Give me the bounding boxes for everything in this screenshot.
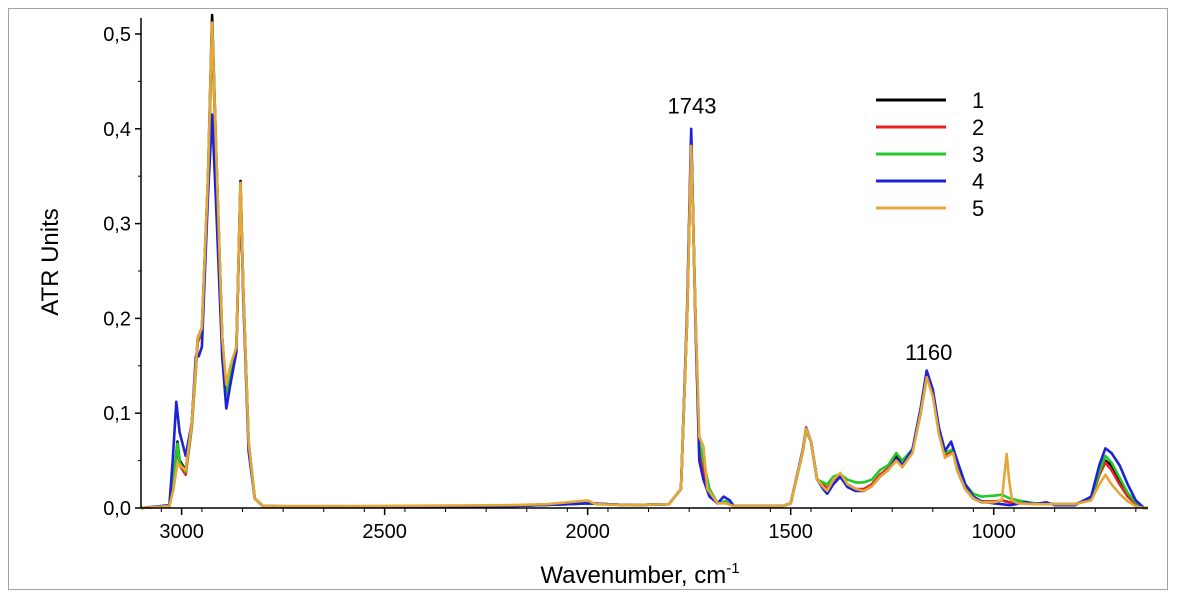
- legend-label-1: 1: [972, 88, 984, 113]
- series-line-4: [140, 113, 1148, 510]
- peak-label: 1160: [905, 340, 952, 365]
- axes: [140, 18, 1148, 509]
- x-axis-title-text: Wavenumber, cm: [540, 562, 726, 589]
- y-tick-label: 0,0: [103, 498, 131, 520]
- x-axis-title: Wavenumber, cm-1: [540, 560, 739, 589]
- series-line-2: [140, 32, 1148, 510]
- x-tick-label: 2500: [362, 521, 407, 543]
- x-axis-title-superscript: -1: [726, 560, 739, 577]
- legend-label-2: 2: [972, 115, 984, 140]
- legend-label-4: 4: [972, 169, 984, 194]
- y-tick-label: 0,3: [103, 214, 131, 236]
- legend-label-3: 3: [972, 142, 984, 167]
- y-tick-label: 0,4: [103, 119, 131, 141]
- tick-labels: 3000 2500 2000 1500 1000 0,0 0,1 0,2 0,3 0,4 0,5: [103, 24, 1016, 543]
- y-tick-label: 0,2: [103, 308, 131, 330]
- y-axis-title: ATR Units: [37, 208, 64, 316]
- series-line-3: [140, 23, 1148, 510]
- x-tick-label: 1500: [768, 521, 813, 543]
- series-line-5: [140, 21, 1148, 510]
- chart-frame: [8, 8, 1168, 590]
- y-tick-label: 0,5: [103, 24, 131, 46]
- peak-annotations: 1743 1160: [668, 93, 953, 364]
- series-line-1: [140, 13, 1148, 510]
- axis-ticks: [135, 33, 1137, 515]
- x-tick-label: 2000: [565, 521, 610, 543]
- x-tick-label: 1000: [971, 521, 1016, 543]
- peak-label: 1743: [668, 93, 717, 118]
- legend-label-5: 5: [972, 196, 984, 221]
- series-lines: [140, 13, 1148, 510]
- y-tick-label: 0,1: [103, 403, 131, 425]
- x-tick-label: 3000: [159, 521, 204, 543]
